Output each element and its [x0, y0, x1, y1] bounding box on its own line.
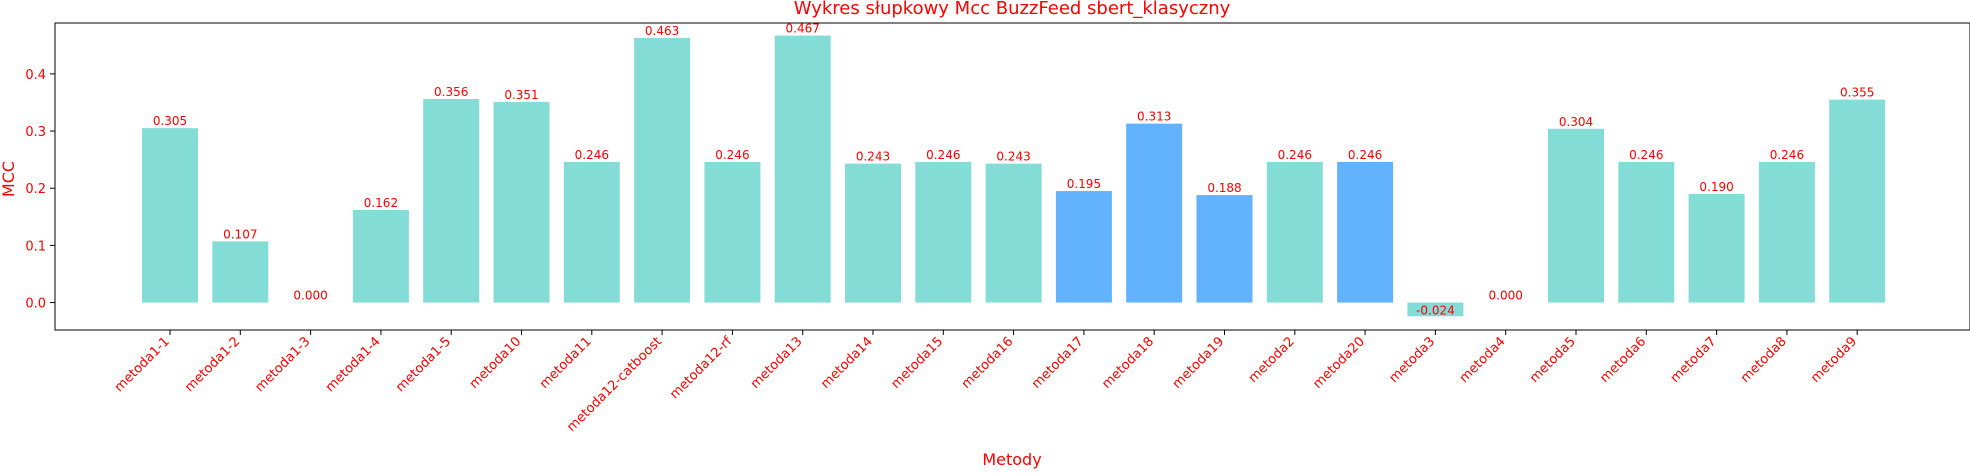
bar-metoda3 — [1407, 302, 1464, 317]
bar-metoda16 — [985, 163, 1042, 303]
value-label: 0.351 — [504, 88, 538, 102]
value-label: 0.243 — [856, 150, 890, 164]
x-tick-label: metoda1-1 — [112, 334, 173, 395]
y-axis-label: MCC — [0, 161, 18, 197]
value-label: -0.024 — [1416, 304, 1455, 318]
value-label: 0.355 — [1840, 86, 1874, 100]
bar-metoda14 — [845, 163, 901, 303]
value-label: 0.305 — [153, 114, 187, 128]
value-labels: 0.305 0.107 0.000 0.162 0.356 0.351 0.246 0.463… — [153, 22, 1875, 318]
x-tick-label: metoda14 — [818, 334, 876, 392]
value-label: 0.246 — [1348, 148, 1382, 162]
value-label: 0.463 — [645, 24, 679, 38]
value-label: 0.246 — [575, 148, 609, 162]
bar-metoda1-2 — [212, 241, 269, 303]
x-tick-label: metoda8 — [1738, 334, 1790, 386]
bars-layer — [142, 35, 1886, 317]
bar-metoda12-rf — [704, 161, 761, 303]
value-label: 0.246 — [926, 148, 960, 162]
value-label: 0.467 — [786, 22, 820, 36]
bar-metoda1-4 — [352, 209, 409, 303]
value-label: 0.107 — [223, 227, 257, 241]
bar-metoda19 — [1196, 195, 1253, 303]
x-tick-label: metoda15 — [889, 334, 947, 392]
y-tick-label: 0.4 — [25, 68, 46, 83]
value-label: 0.246 — [1278, 148, 1312, 162]
x-tick-label: metoda4 — [1457, 334, 1509, 386]
x-tick-label: metoda11 — [537, 334, 595, 392]
y-axis: 0.0 0.1 0.2 0.3 0.4 — [25, 68, 55, 312]
x-tick-label: metoda1-3 — [252, 334, 313, 395]
bar-metoda2 — [1266, 161, 1323, 303]
x-axis-label: Metody — [982, 450, 1041, 469]
y-tick-label: 0.0 — [25, 297, 46, 312]
x-tick-label: metoda2 — [1246, 334, 1298, 386]
x-tick-label: metoda1-2 — [182, 334, 243, 395]
x-tick-label: metoda19 — [1170, 334, 1228, 392]
bar-metoda17 — [1055, 191, 1112, 303]
x-tick-label: metoda9 — [1808, 334, 1860, 386]
x-tick-label: metoda20 — [1310, 334, 1368, 392]
bar-metoda7 — [1688, 193, 1745, 303]
value-label: 0.188 — [1207, 181, 1241, 195]
y-tick-label: 0.2 — [25, 182, 46, 197]
value-label: 0.246 — [715, 148, 749, 162]
bar-metoda6 — [1618, 161, 1675, 303]
chart-title: Wykres słupkowy Mcc BuzzFeed sbert_klasy… — [794, 0, 1231, 19]
bar-metoda5 — [1548, 128, 1604, 303]
value-label: 0.356 — [434, 85, 468, 99]
x-tick-label: metoda6 — [1597, 334, 1649, 386]
x-tick-label: metoda5 — [1527, 334, 1579, 386]
value-label: 0.000 — [293, 289, 327, 303]
y-tick-label: 0.3 — [25, 125, 46, 140]
bar-metoda20 — [1337, 161, 1394, 303]
x-tick-label: metoda16 — [959, 334, 1017, 392]
bar-metoda1-5 — [423, 99, 480, 303]
value-label: 0.304 — [1559, 115, 1593, 129]
x-tick-label: metoda18 — [1099, 334, 1157, 392]
bar-metoda1-1 — [142, 128, 198, 303]
bar-metoda15 — [915, 161, 972, 303]
bar-metoda9 — [1829, 99, 1886, 303]
plot-frame — [54, 22, 1970, 331]
bar-metoda13 — [774, 35, 831, 303]
value-label: 0.243 — [996, 150, 1030, 164]
x-tick-label: metoda12-rf — [667, 334, 735, 402]
value-label: 0.162 — [364, 196, 398, 210]
value-label: 0.246 — [1629, 148, 1663, 162]
x-tick-label: metoda3 — [1386, 334, 1438, 386]
value-label: 0.246 — [1770, 148, 1804, 162]
value-label: 0.195 — [1067, 177, 1101, 191]
x-tick-label: metoda1-4 — [323, 334, 384, 395]
bar-metoda11 — [563, 161, 620, 303]
x-axis: metoda1-1 metoda1-2 metoda1-3 metoda1-4 meto… — [112, 330, 1860, 435]
bar-metoda8 — [1758, 161, 1815, 303]
x-tick-label: metoda13 — [748, 334, 806, 392]
bar-metoda18 — [1126, 123, 1183, 303]
y-tick-label: 0.1 — [25, 239, 46, 254]
value-label: 0.000 — [1489, 289, 1523, 303]
x-tick-label: metoda1-5 — [393, 334, 454, 395]
x-tick-label: metoda10 — [467, 334, 525, 392]
value-label: 0.313 — [1137, 110, 1171, 124]
bar-metoda12-catboost — [634, 37, 691, 303]
x-tick-label: metoda17 — [1029, 334, 1087, 392]
bar-metoda10 — [493, 101, 550, 303]
x-tick-label: metoda7 — [1668, 334, 1720, 386]
value-label: 0.190 — [1699, 180, 1733, 194]
